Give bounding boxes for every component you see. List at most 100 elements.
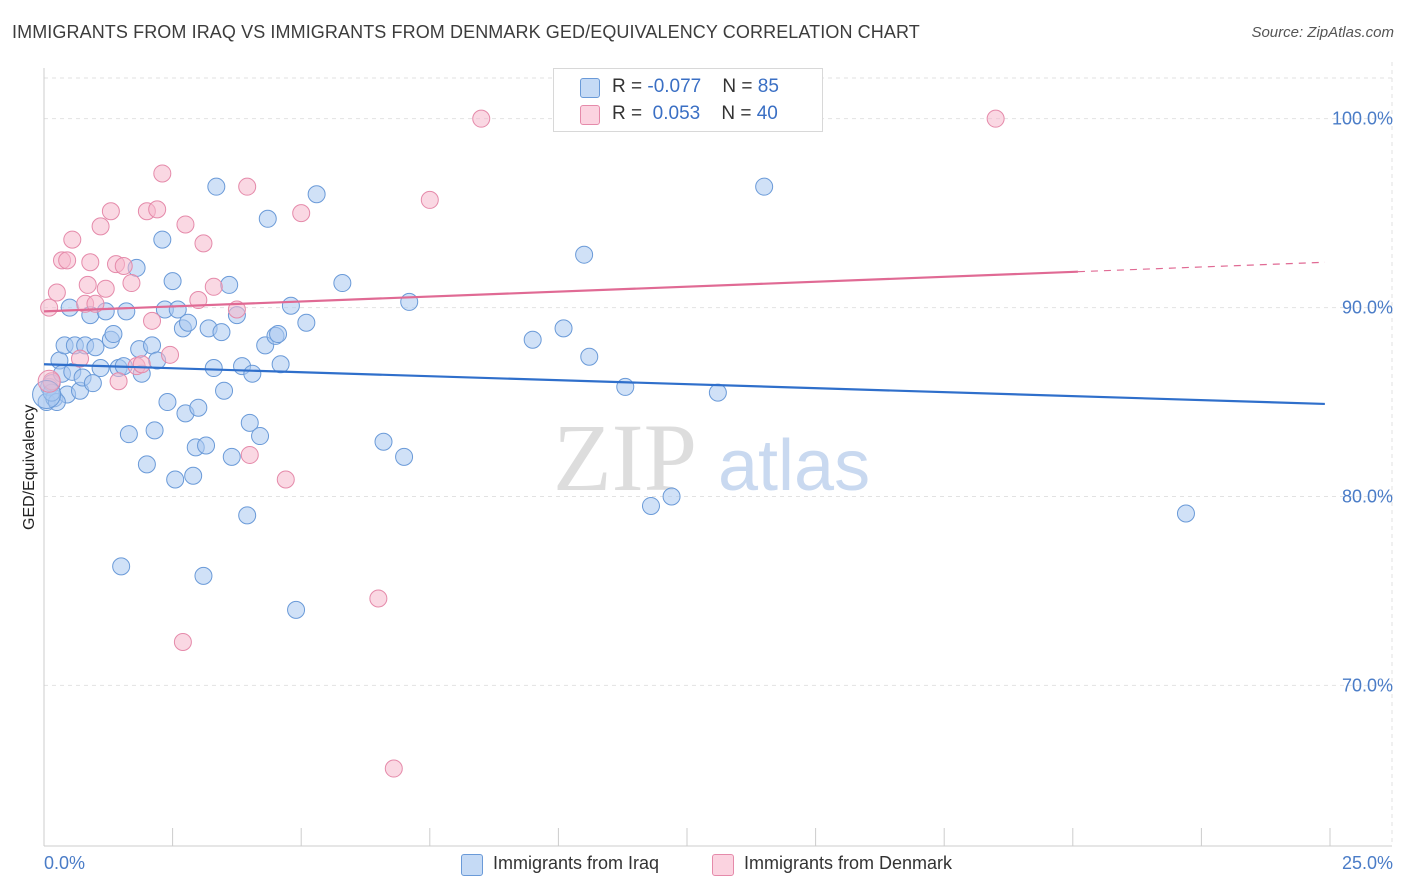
point-iraq <box>1176 504 1195 523</box>
point-denmark <box>369 589 388 608</box>
point-denmark <box>101 202 120 221</box>
point-iraq <box>271 355 290 374</box>
point-iraq <box>523 330 542 349</box>
point-iraq <box>755 177 774 196</box>
r-value-denmark: 0.053 <box>647 103 701 124</box>
point-denmark <box>161 345 180 364</box>
x-tick-label: 0.0% <box>44 853 85 873</box>
legend-swatch-denmark <box>580 105 600 125</box>
point-iraq <box>117 302 136 321</box>
point-iraq <box>207 177 226 196</box>
r-label: R = <box>612 103 648 124</box>
point-iraq <box>287 600 306 619</box>
point-iraq <box>119 425 138 444</box>
point-iraq <box>222 447 241 466</box>
n-value-denmark: 40 <box>756 103 778 124</box>
point-iraq <box>662 487 681 506</box>
point-iraq <box>104 325 123 344</box>
point-denmark <box>40 298 59 317</box>
x-tick-label: 25.0% <box>1342 853 1393 873</box>
point-iraq <box>297 313 316 332</box>
point-iraq <box>86 338 105 357</box>
point-denmark <box>276 470 295 489</box>
point-iraq <box>163 272 182 291</box>
point-iraq <box>179 313 198 332</box>
point-denmark <box>47 283 66 302</box>
point-iraq <box>243 364 262 383</box>
point-denmark <box>194 234 213 253</box>
data-points <box>32 109 1195 778</box>
chart-title: IMMIGRANTS FROM IRAQ VS IMMIGRANTS FROM … <box>12 22 920 42</box>
point-iraq <box>269 325 288 344</box>
trend-line-iraq <box>43 363 1325 406</box>
point-denmark <box>420 190 439 209</box>
point-iraq <box>166 470 185 489</box>
point-denmark <box>81 253 100 272</box>
point-iraq <box>708 383 727 402</box>
y-tick-label: 100.0% <box>1332 109 1393 129</box>
point-denmark <box>472 109 491 128</box>
point-iraq <box>281 296 300 315</box>
n-value-iraq: 85 <box>757 76 779 97</box>
n-label: N = <box>721 103 757 124</box>
tick-labels: 100.0% 90.0% 80.0% 70.0% 0.0% 25.0% <box>44 109 1393 873</box>
y-axis-label: GED/Equivalency <box>21 405 38 530</box>
point-iraq <box>395 447 414 466</box>
legend-label-denmark: Immigrants from Denmark <box>744 853 953 873</box>
point-iraq <box>145 421 164 440</box>
point-iraq <box>158 393 177 412</box>
legend-swatch-denmark <box>712 854 734 876</box>
point-denmark <box>384 759 403 778</box>
r-label: R = <box>612 76 648 97</box>
point-iraq <box>212 323 231 342</box>
point-iraq <box>153 230 172 249</box>
trend-line-denmark <box>43 270 1078 313</box>
point-denmark <box>86 294 105 313</box>
legend-swatch-iraq <box>580 78 600 98</box>
r-value-iraq: -0.077 <box>647 76 702 97</box>
chart-source: Source: ZipAtlas.com <box>1251 24 1394 41</box>
point-denmark <box>143 311 162 330</box>
point-iraq <box>238 506 257 525</box>
point-denmark <box>91 217 110 236</box>
point-iraq <box>137 455 156 474</box>
point-denmark <box>109 372 128 391</box>
point-iraq <box>400 292 419 311</box>
point-denmark <box>78 275 97 294</box>
point-iraq <box>204 359 223 378</box>
point-iraq <box>333 274 352 293</box>
point-iraq <box>197 436 216 455</box>
y-tick-label: 80.0% <box>1342 487 1393 507</box>
trend-line-denmark-extension <box>1077 261 1325 273</box>
point-denmark <box>176 215 195 234</box>
point-denmark <box>292 204 311 223</box>
point-denmark <box>122 274 141 293</box>
point-iraq <box>83 374 102 393</box>
point-iraq <box>184 466 203 485</box>
point-denmark <box>204 277 223 296</box>
point-iraq <box>307 185 326 204</box>
point-denmark <box>114 257 133 276</box>
point-iraq <box>251 427 270 446</box>
point-denmark <box>71 349 90 368</box>
point-iraq <box>215 381 234 400</box>
legend-swatch-iraq <box>461 854 483 876</box>
point-iraq <box>641 496 660 515</box>
point-denmark <box>132 355 151 374</box>
watermark-atlas: atlas <box>718 426 870 506</box>
point-iraq <box>258 209 277 228</box>
trend-lines <box>43 261 1325 406</box>
point-denmark <box>173 632 192 651</box>
y-tick-label: 90.0% <box>1342 298 1393 318</box>
point-iraq <box>112 557 131 576</box>
point-iraq <box>194 566 213 585</box>
point-iraq <box>189 398 208 417</box>
point-iraq <box>575 245 594 264</box>
point-iraq <box>554 319 573 338</box>
legend-label-iraq: Immigrants from Iraq <box>493 853 660 873</box>
stats-legend: R = -0.077 N = 85 R = 0.053 N = 40 <box>553 68 823 132</box>
point-denmark <box>986 109 1005 128</box>
axes <box>43 68 1392 847</box>
point-iraq <box>240 413 259 432</box>
point-denmark-cluster <box>37 369 61 393</box>
